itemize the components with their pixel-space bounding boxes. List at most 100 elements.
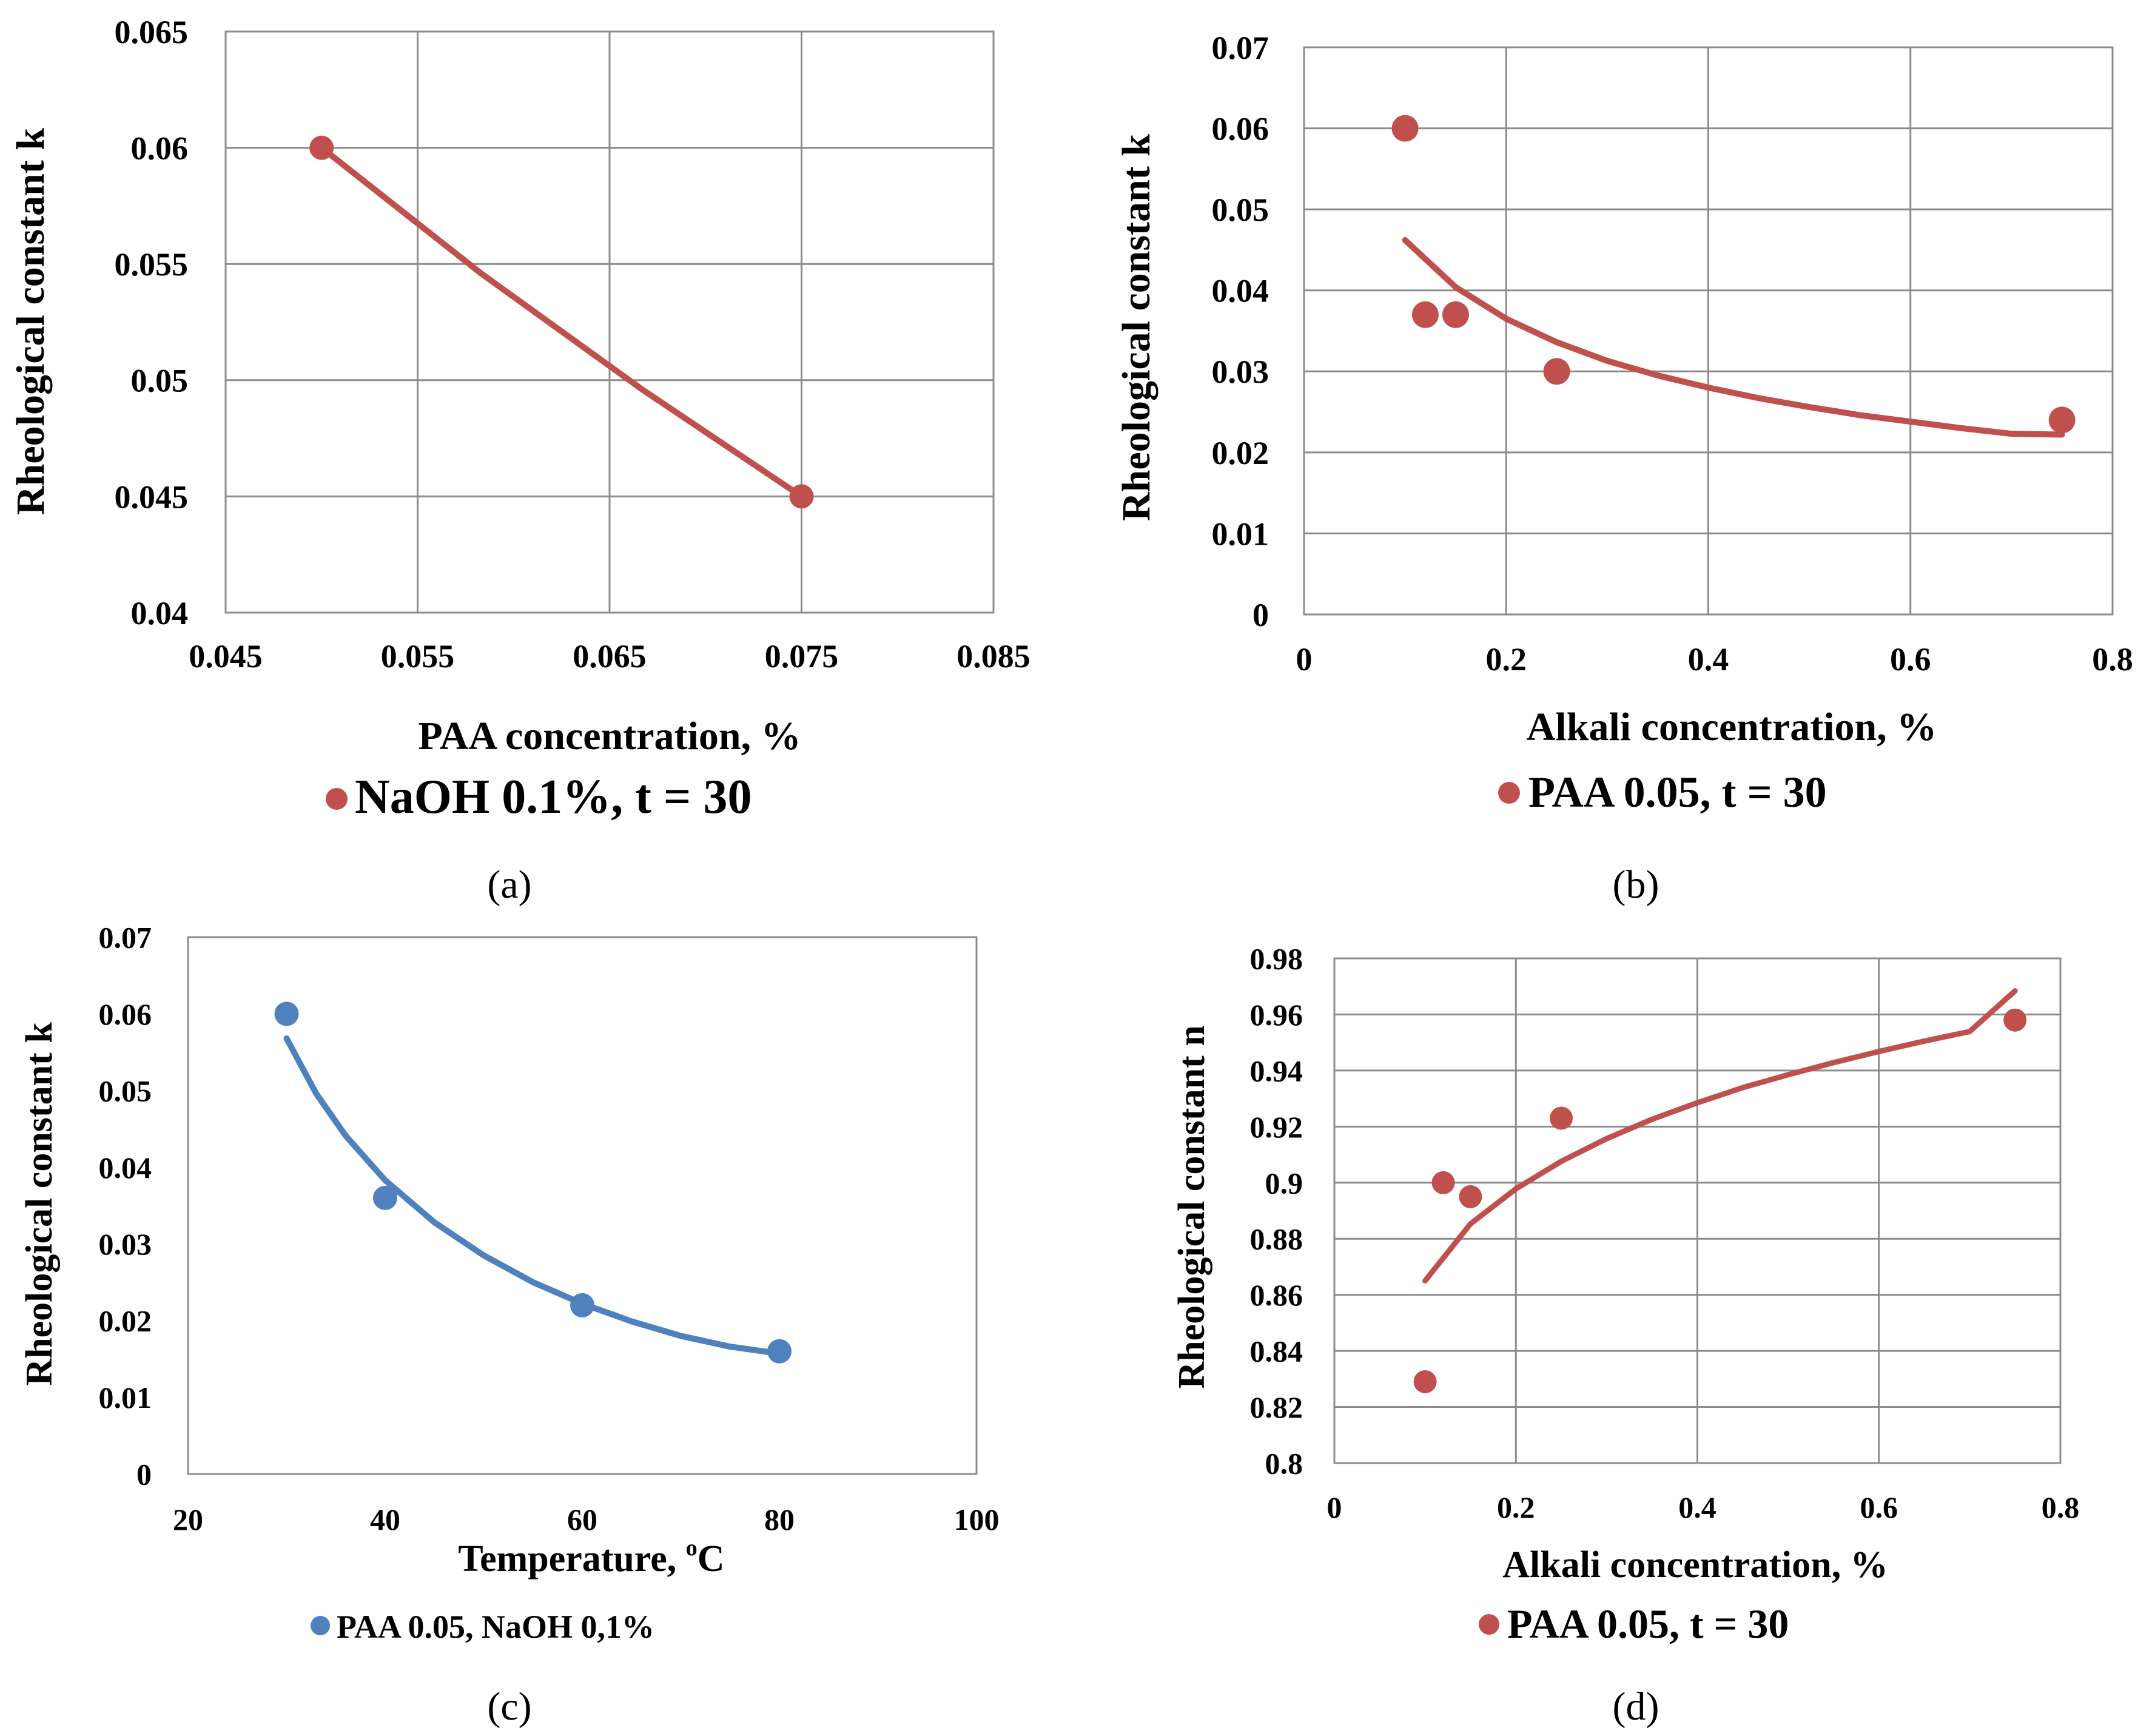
panel-label-b: (b) (1613, 863, 1659, 907)
y-tick-label-b: 0.03 (1212, 354, 1269, 390)
data-point-b (1391, 115, 1419, 142)
y-tick-label-d: 0.9 (1265, 1166, 1303, 1200)
x-tick-label-b: 0.2 (1486, 641, 1527, 678)
legend-marker-d (1479, 1614, 1499, 1635)
legend-label-c: PAA 0.05, NaOH 0,1% (337, 1609, 654, 1645)
data-point-d (1550, 1106, 1573, 1130)
y-tick-label-c: 0.02 (99, 1304, 152, 1338)
y-tick-label-b: 0.01 (1212, 516, 1269, 552)
y-tick-label-d: 0.92 (1250, 1110, 1303, 1144)
data-point-b (1411, 301, 1439, 328)
x-tick-label-a: 0.055 (381, 638, 455, 675)
gridlines-a (226, 32, 993, 613)
y-tick-label-b: 0.04 (1212, 273, 1269, 309)
x-axis-label-c-unit: C (698, 1538, 725, 1580)
x-tick-label-a: 0.075 (765, 638, 839, 675)
y-axis-label-d: Rheological constant n (1171, 1025, 1212, 1388)
y-tick-label-a: 0.045 (115, 479, 189, 515)
gridlines-b (1304, 47, 2113, 614)
panel-label-a: (a) (487, 863, 531, 907)
x-tick-label-b: 0.6 (1890, 641, 1931, 678)
y-axis-label-b: Rheological constant k (1114, 134, 1158, 521)
legend-marker-b (1498, 782, 1520, 804)
x-tick-label-c: 40 (370, 1502, 400, 1536)
tick-labels-b: 0 0.2 0.4 0.6 0.8 0 0.01 0.02 0.03 0.04 0.05 0.06 0.… (1212, 30, 2133, 678)
y-tick-label-c: 0.01 (99, 1381, 152, 1415)
y-tick-label-c: 0.06 (99, 997, 152, 1031)
y-tick-label-b: 0.02 (1212, 435, 1269, 471)
chart-panel-c: 20 40 60 80 100 0 0.01 0.02 0.03 0.04 0.05 0.06 0.07… (19, 921, 1000, 1729)
y-tick-label-c: 0.03 (99, 1227, 152, 1261)
y-tick-label-d: 0.84 (1250, 1334, 1303, 1368)
y-tick-label-c: 0.05 (99, 1074, 152, 1108)
y-tick-label-a: 0.06 (131, 130, 189, 167)
data-point-b (2048, 406, 2076, 434)
x-axis-label-d: Alkali concentration, % (1502, 1544, 1888, 1586)
legend-label-b: PAA 0.05, t = 30 (1528, 768, 1827, 816)
x-axis-label-c-sup: o (686, 1535, 698, 1561)
data-point-c (767, 1339, 792, 1364)
y-axis-label-a: Rheological constant k (8, 128, 53, 515)
x-tick-label-d: 0 (1327, 1490, 1342, 1524)
y-axis-label-c: Rheological constant k (19, 1022, 60, 1386)
x-axis-label-c-text: Temperature, (458, 1538, 685, 1580)
panel-label-d: (d) (1613, 1684, 1659, 1729)
data-point-c (570, 1293, 594, 1317)
data-point-b (1442, 301, 1469, 328)
x-tick-label-a: 0.065 (573, 638, 647, 675)
y-tick-label-a: 0.05 (131, 363, 189, 399)
data-point-d (1431, 1171, 1455, 1194)
panel-label-c: (c) (487, 1684, 531, 1729)
trendline-a (318, 144, 805, 500)
data-point-b (1543, 358, 1570, 385)
data-point-d (1459, 1185, 1482, 1208)
y-tick-label-c: 0.04 (99, 1151, 152, 1185)
x-tick-label-a: 0.045 (189, 638, 263, 675)
x-tick-label-b: 0.4 (1688, 641, 1729, 678)
y-tick-label-d: 0.88 (1250, 1222, 1303, 1256)
data-point-c (274, 1001, 299, 1026)
data-points-d (1413, 1008, 2027, 1393)
chart-panel-a: 0.045 0.055 0.065 0.075 0.0850.040.0450.050.… (8, 14, 1030, 907)
y-tick-label-d: 0.98 (1250, 942, 1303, 976)
chart-panel-b: 0 0.2 0.4 0.6 0.8 0 0.01 0.02 0.03 0.04 0.05 0.06 0.… (1114, 30, 2133, 907)
data-point-a (309, 135, 334, 160)
data-points-a (309, 135, 814, 509)
trendline-b (1402, 237, 2065, 438)
trendline-c (283, 1035, 782, 1357)
y-tick-label-d: 0.86 (1250, 1278, 1303, 1312)
x-tick-label-d: 0.4 (1678, 1490, 1716, 1524)
legend-marker-a (326, 788, 348, 810)
data-point-a (789, 484, 814, 509)
y-tick-label-a: 0.04 (131, 595, 189, 631)
y-tick-label-b: 0.05 (1212, 192, 1269, 228)
tick-labels-a: 0.045 0.055 0.065 0.075 0.0850.040.0450.050.… (115, 14, 1030, 675)
y-tick-label-a: 0.065 (115, 14, 189, 50)
trend-line-d (1422, 988, 2018, 1284)
data-points-c (274, 1001, 792, 1364)
y-tick-label-c: 0 (136, 1458, 152, 1492)
trend-line-a (318, 144, 805, 500)
y-tick-label-b: 0 (1252, 597, 1269, 633)
tick-labels-d: 0 0.2 0.4 0.6 0.8 0.8 0.82 0.84 0.86 0.88 0.9 0.92 0… (1250, 942, 2080, 1525)
trend-line-c (283, 1035, 782, 1357)
x-tick-label-d: 0.2 (1497, 1490, 1535, 1524)
x-tick-label-d: 0.6 (1860, 1490, 1898, 1524)
y-tick-label-b: 0.06 (1212, 110, 1269, 147)
data-points-b (1391, 115, 2076, 434)
y-tick-label-d: 0.94 (1250, 1054, 1303, 1088)
x-tick-label-c: 80 (764, 1502, 795, 1536)
y-tick-label-d: 0.8 (1265, 1447, 1303, 1481)
plot-area-c (187, 936, 978, 1475)
data-point-d (2003, 1008, 2027, 1032)
data-point-c (373, 1185, 397, 1210)
legend-marker-c (311, 1616, 330, 1635)
legend-label-d: PAA 0.05, t = 30 (1507, 1601, 1789, 1647)
tick-labels-c: 20 40 60 80 100 0 0.01 0.02 0.03 0.04 0.05 0.06 0.07 (99, 921, 1000, 1537)
y-tick-label-a: 0.055 (115, 246, 189, 283)
y-tick-label-b: 0.07 (1212, 30, 1269, 66)
x-axis-label-a: PAA concentration, % (418, 714, 801, 758)
x-tick-label-c: 60 (567, 1502, 597, 1536)
trend-line-b (1402, 237, 2065, 438)
